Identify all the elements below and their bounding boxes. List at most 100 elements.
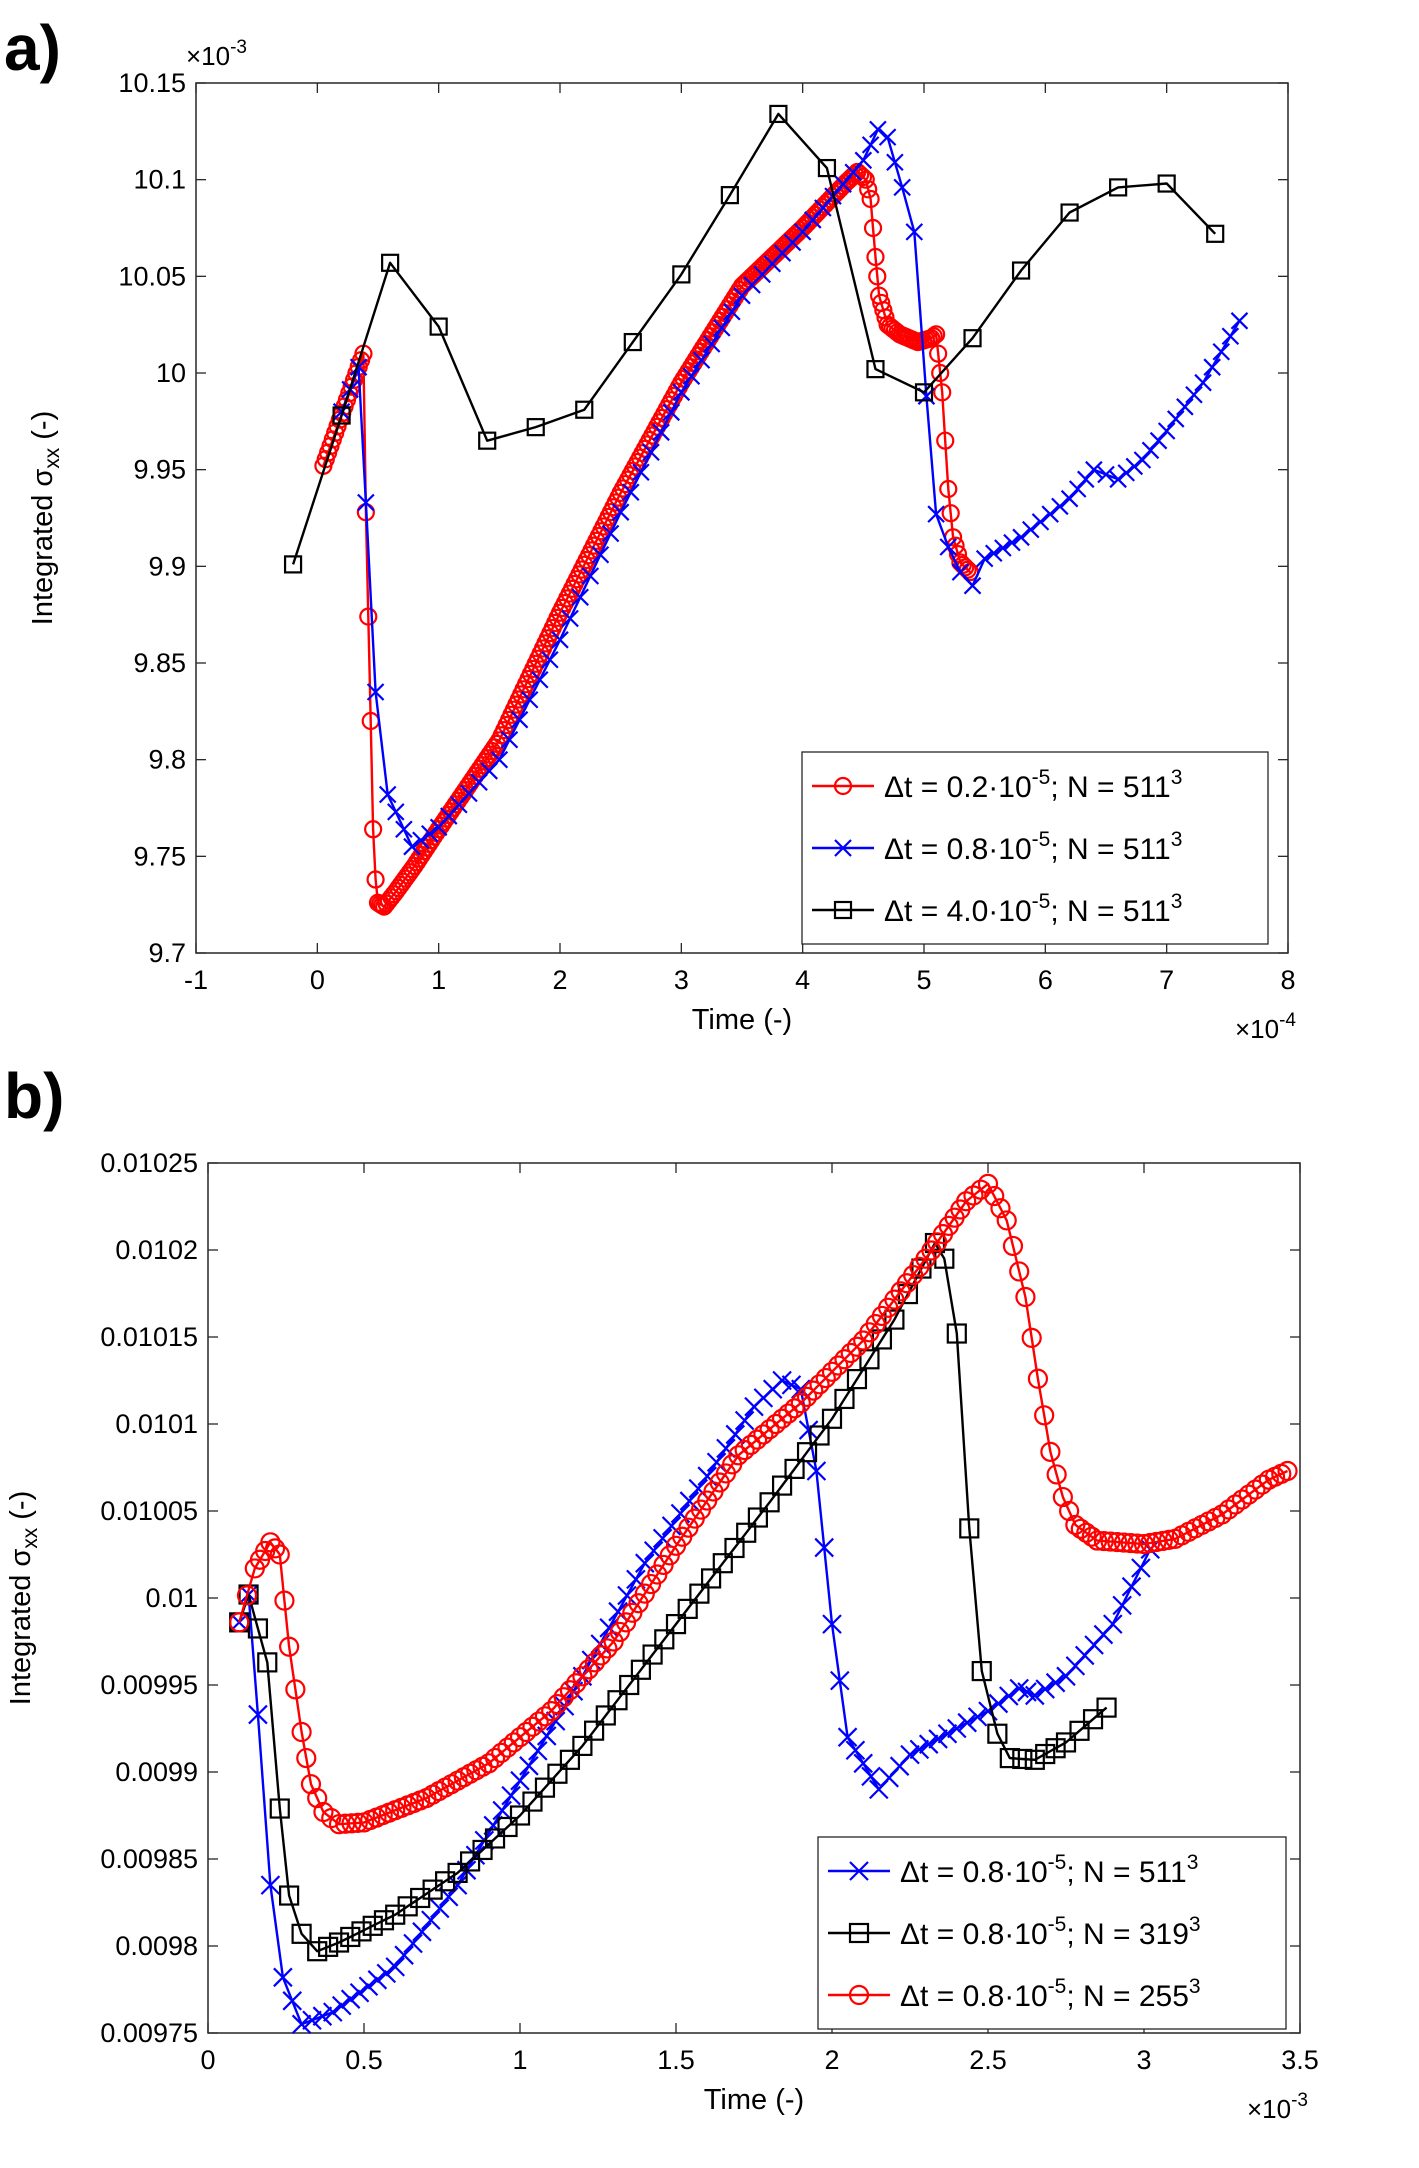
y-tick-label: 0.0099 [115,1757,198,1787]
data-point [403,1933,423,1954]
data-point [677,1598,698,1619]
legend-box [801,751,1269,945]
data-point [866,247,885,267]
data-point [957,1712,977,1733]
data-point [575,400,594,419]
data-point [918,1734,939,1754]
y-axis-label: Integrated σxx (-) [5,1491,42,1705]
data-point [840,1342,861,1364]
data-point [1140,1532,1161,1554]
data-point [1231,1489,1253,1510]
data-point [572,1735,593,1757]
data-point [1166,410,1185,428]
data-point [541,1700,562,1722]
data-point [307,1941,328,1962]
data-point [578,1659,599,1680]
data-point [859,180,878,199]
chart-b: 0 0.5 1 1.5 2 2.5 3 3.5 0.00975 0.0098 0.00985 0.00… [5,1148,1319,2124]
data-point [279,1885,300,1906]
data-point [312,2006,333,2026]
data-point [1157,174,1176,193]
data-point [340,1926,361,1948]
x-tick-label: 2.5 [969,2045,1007,2075]
data-point [247,1618,269,1639]
data-point [1141,441,1160,460]
data-point [285,1679,306,1700]
data-point [905,223,924,241]
data-point [734,1439,755,1461]
data-point [1031,513,1050,531]
data-point [617,1585,637,1606]
data-point [273,1967,293,1988]
data-point [736,1522,757,1543]
data-point [421,1910,441,1930]
data-point [971,1660,992,1682]
data-point [817,158,837,178]
y-tick-label: 0.0101 [115,1409,198,1439]
data-point [264,1538,286,1559]
data-point [1069,1720,1090,1741]
data-point [759,1419,780,1440]
data-point [323,2002,343,2022]
data-point [534,1706,556,1727]
data-point [747,1429,768,1450]
y-tick-label: 10.05 [118,261,186,291]
x-tick-label: 4 [795,965,810,995]
x-tick-label: 3 [674,965,689,995]
series-line [238,1241,1108,1953]
x-tick-label: 1 [431,965,446,995]
data-point [630,1659,652,1680]
data-point [990,1198,1011,1219]
y-tick-label: 10 [156,358,186,388]
data-point [884,1309,905,1330]
data-point [447,1862,468,1884]
data-point [1085,460,1103,479]
y-tick-label: 0.00975 [100,2018,198,2048]
data-point [1021,1327,1042,1348]
data-point [1081,1526,1102,1547]
data-point [403,837,421,856]
data-point [834,1388,855,1410]
data-point [1238,1484,1259,1505]
data-point [1002,1235,1024,1257]
data-point [599,1618,619,1638]
data-point [672,265,691,284]
data-point [274,1590,295,1611]
data-point [520,690,539,709]
data-point [845,165,864,184]
data-point [381,253,400,272]
data-point [1212,342,1231,361]
series-1 [332,120,1249,856]
x-tick-label: 7 [1159,965,1174,995]
legend: Δt = 0.2·10-5; N = 5113 Δt = 0.8·10-5; N … [801,751,1269,945]
x-tick-label: 0.5 [345,2045,383,2075]
data-point [803,1380,824,1401]
data-point [373,1910,395,1931]
data-point [798,1420,819,1440]
data-point [987,1723,1008,1744]
data-point [279,1636,300,1657]
data-point [740,1434,761,1455]
data-point [931,363,950,383]
data-point [291,2014,312,2035]
data-point [1109,470,1127,489]
data-point [541,651,559,669]
series-line [291,112,1217,565]
data-point [843,167,862,186]
data-point [351,1921,372,1942]
data-point [1203,358,1221,376]
data-point [834,175,852,193]
data-point [282,1991,303,2011]
y-tick-label: 9.9 [148,551,186,581]
x-tick-label: 1 [512,2045,527,2075]
data-point [331,1995,352,2016]
data-point [665,1613,687,1635]
data-point [975,549,994,568]
data-point [429,1898,450,1919]
data-point [984,1185,1005,1207]
data-point [420,825,439,843]
data-point [1157,422,1176,440]
data-point [809,1374,830,1395]
data-point [1009,1261,1030,1282]
data-point [236,1585,258,1606]
